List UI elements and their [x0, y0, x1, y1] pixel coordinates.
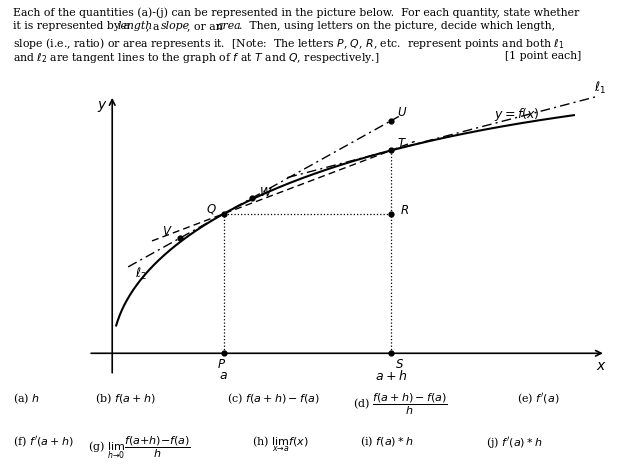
- Text: (f) $f'(a+h)$: (f) $f'(a+h)$: [13, 435, 73, 449]
- Text: , a: , a: [146, 21, 163, 31]
- Text: length: length: [117, 21, 153, 31]
- Text: slope (i.e., ratio) or area represents it.  [Note:  The letters $P$, $Q$, $R$, e: slope (i.e., ratio) or area represents i…: [13, 36, 564, 51]
- Text: $y$: $y$: [97, 99, 108, 114]
- Text: $\mathit{R}$: $\mathit{R}$: [401, 204, 410, 217]
- Text: $\mathit{P}$: $\mathit{P}$: [217, 358, 227, 370]
- Text: $\mathit{V}$: $\mathit{V}$: [162, 226, 173, 238]
- Text: [1 point each]: [1 point each]: [505, 51, 581, 61]
- Text: $\mathit{U}$: $\mathit{U}$: [397, 106, 408, 119]
- Text: $\mathit{Q}$: $\mathit{Q}$: [206, 202, 217, 217]
- Text: and $\ell_2$ are tangent lines to the graph of $f$ at $T$ and $Q$, respectively.: and $\ell_2$ are tangent lines to the gr…: [13, 51, 379, 65]
- Text: $x$: $x$: [596, 359, 607, 373]
- Text: it is represented by a: it is represented by a: [13, 21, 133, 31]
- Text: (d) $\dfrac{f(a+h)-f(a)}{h}$: (d) $\dfrac{f(a+h)-f(a)}{h}$: [353, 392, 448, 418]
- Text: $\ell_1$: $\ell_1$: [594, 80, 606, 96]
- Text: (h) $\lim_{x\to a}f(x)$: (h) $\lim_{x\to a}f(x)$: [252, 435, 309, 454]
- Text: $\mathit{W}$: $\mathit{W}$: [259, 186, 273, 199]
- Text: , or an: , or an: [187, 21, 226, 31]
- Text: $a$: $a$: [219, 369, 228, 382]
- Text: $y = f(x)$: $y = f(x)$: [494, 106, 540, 123]
- Text: area: area: [217, 21, 242, 31]
- Text: $\mathit{T}$: $\mathit{T}$: [397, 137, 407, 150]
- Text: slope: slope: [161, 21, 190, 31]
- Text: (e) $f'(a)$: (e) $f'(a)$: [517, 392, 560, 407]
- Text: (a) $h$: (a) $h$: [13, 392, 40, 407]
- Text: (b) $f(a+h)$: (b) $f(a+h)$: [95, 392, 155, 407]
- Text: (i) $f(a)*h$: (i) $f(a)*h$: [360, 435, 413, 449]
- Text: (j) $f'(a)*h$: (j) $f'(a)*h$: [486, 435, 543, 450]
- Text: $a+h$: $a+h$: [375, 369, 407, 383]
- Text: (c) $f(a+h)-f(a)$: (c) $f(a+h)-f(a)$: [227, 392, 320, 407]
- Text: (g) $\lim_{h\to 0}\dfrac{f(a+h)-f(a)}{h}$: (g) $\lim_{h\to 0}\dfrac{f(a+h)-f(a)}{h}…: [88, 435, 191, 461]
- Text: .  Then, using letters on the picture, decide which length,: . Then, using letters on the picture, de…: [239, 21, 555, 31]
- Text: $\mathit{S}$: $\mathit{S}$: [395, 358, 404, 370]
- Text: Each of the quantities (a)-(j) can be represented in the picture below.  For eac: Each of the quantities (a)-(j) can be re…: [13, 7, 579, 18]
- Text: $\ell_2$: $\ell_2$: [134, 266, 146, 282]
